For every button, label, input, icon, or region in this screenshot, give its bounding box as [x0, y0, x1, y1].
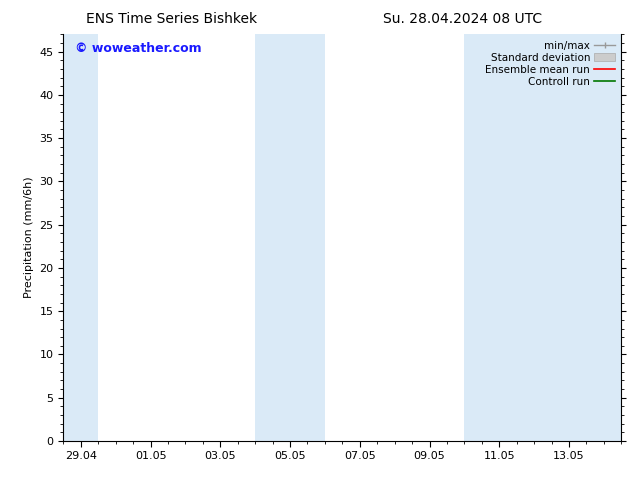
Bar — [464, 34, 621, 441]
Bar — [63, 34, 98, 441]
Text: ENS Time Series Bishkek: ENS Time Series Bishkek — [86, 12, 257, 26]
Bar — [255, 34, 325, 441]
Text: Su. 28.04.2024 08 UTC: Su. 28.04.2024 08 UTC — [384, 12, 542, 26]
Y-axis label: Precipitation (mm/6h): Precipitation (mm/6h) — [24, 177, 34, 298]
Legend: min/max, Standard deviation, Ensemble mean run, Controll run: min/max, Standard deviation, Ensemble me… — [481, 36, 619, 91]
Text: © woweather.com: © woweather.com — [75, 43, 201, 55]
